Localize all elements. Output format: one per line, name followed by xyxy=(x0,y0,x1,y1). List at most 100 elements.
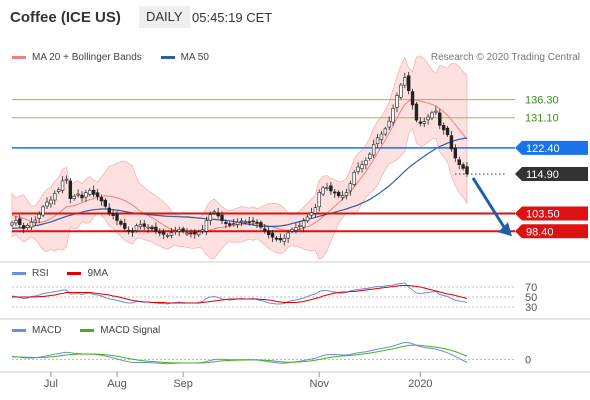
candle-body-99 xyxy=(395,95,399,108)
level-tag-3 xyxy=(515,166,588,181)
candle-body-42 xyxy=(173,230,178,232)
period-selector[interactable]: DAILY xyxy=(139,6,190,28)
candle-body-7 xyxy=(37,213,41,219)
candle-body-39 xyxy=(161,231,166,235)
candle-body-100 xyxy=(399,84,403,98)
level-label-0: 136.30 xyxy=(525,95,559,107)
candle-body-57 xyxy=(231,223,236,225)
main-legend: MA 20 + Bollinger Bands MA 50 xyxy=(12,52,225,63)
candle-body-78 xyxy=(313,207,318,214)
rsi-tick-30: 30 xyxy=(525,302,537,314)
level-label-1: 131.10 xyxy=(525,113,559,125)
legend-swatch-bollinger xyxy=(12,55,26,59)
candle-body-45 xyxy=(185,232,189,235)
candle-body-37 xyxy=(154,226,158,232)
candle-body-33 xyxy=(138,224,143,227)
candle-body-113 xyxy=(449,135,454,150)
candle-body-96 xyxy=(383,128,388,135)
candle-body-108 xyxy=(430,112,434,119)
candle-body-28 xyxy=(119,221,123,225)
instrument-title: Coffee (ICE US) xyxy=(10,9,121,26)
candle-body-69 xyxy=(278,238,283,241)
rsi-9ma-line xyxy=(12,285,468,304)
legend-label-rsi-9ma: 9MA xyxy=(87,268,109,279)
candle-body-60 xyxy=(243,221,248,223)
x-tick-label-0: Jul xyxy=(44,378,58,390)
legend-item-ma50: MA 50 xyxy=(160,52,209,63)
candle-body-51 xyxy=(208,214,213,221)
candle-body-70 xyxy=(282,237,286,242)
legend-label-rsi: RSI xyxy=(32,268,49,279)
candle-body-92 xyxy=(368,153,372,159)
legend-item-macd: MACD xyxy=(12,325,61,336)
candle-body-88 xyxy=(352,171,356,185)
candle-body-34 xyxy=(142,223,146,227)
candle-body-94 xyxy=(375,137,380,144)
candle-body-68 xyxy=(274,237,279,240)
candle-body-98 xyxy=(391,108,395,123)
candle-body-5 xyxy=(29,221,34,228)
candle-body-30 xyxy=(126,229,131,232)
candle-body-9 xyxy=(45,201,49,207)
candle-body-0 xyxy=(10,222,14,226)
candle-body-23 xyxy=(99,197,104,202)
x-tick-label-4: 2020 xyxy=(408,378,432,390)
candle-body-61 xyxy=(247,221,251,223)
candle-body-79 xyxy=(317,192,321,208)
legend-swatch-macd-signal xyxy=(80,328,95,332)
ma50-line xyxy=(11,137,468,230)
candle-body-81 xyxy=(325,187,329,189)
candle-body-77 xyxy=(309,212,314,216)
candle-body-82 xyxy=(329,185,333,192)
candle-body-80 xyxy=(321,187,325,195)
candle-body-19 xyxy=(84,192,88,198)
candle-body-11 xyxy=(53,193,57,201)
candle-body-53 xyxy=(216,212,220,217)
legend-swatch-rsi xyxy=(12,271,26,275)
candle-body-76 xyxy=(305,216,310,222)
candle-body-54 xyxy=(220,214,224,221)
legend-swatch-ma50 xyxy=(160,55,175,59)
timestamp: 05:45:19 CET xyxy=(192,10,273,25)
candle-body-2 xyxy=(18,218,22,225)
candle-body-47 xyxy=(193,231,197,235)
candle-body-74 xyxy=(298,225,302,227)
candle-body-1 xyxy=(14,220,18,224)
candle-body-49 xyxy=(200,229,205,232)
legend-label-macd-signal: MACD Signal xyxy=(100,325,161,336)
candle-body-18 xyxy=(80,194,84,199)
legend-label-macd: MACD xyxy=(32,325,62,336)
candle-body-10 xyxy=(49,199,53,205)
candle-body-13 xyxy=(60,180,65,191)
candle-body-59 xyxy=(239,220,244,223)
candle-body-63 xyxy=(255,221,259,224)
candle-body-87 xyxy=(348,183,353,192)
candle-body-8 xyxy=(41,206,45,216)
candle-body-64 xyxy=(259,222,263,228)
x-tick-label-3: Nov xyxy=(309,378,329,390)
candle-body-14 xyxy=(64,178,69,181)
candle-body-97 xyxy=(387,120,391,128)
candle-body-43 xyxy=(177,229,181,232)
candle-body-32 xyxy=(134,225,139,231)
candle-body-40 xyxy=(165,235,170,237)
candle-body-72 xyxy=(290,229,294,232)
candle-body-56 xyxy=(228,223,232,226)
candle-body-83 xyxy=(333,191,337,194)
candle-body-110 xyxy=(438,112,442,126)
candle-body-104 xyxy=(414,103,419,121)
candle-body-101 xyxy=(403,77,407,86)
candle-body-55 xyxy=(224,221,228,224)
level-label-5: 98.40 xyxy=(526,226,554,238)
candle-body-71 xyxy=(286,232,290,239)
legend-swatch-macd xyxy=(12,328,26,332)
candle-body-103 xyxy=(410,91,415,106)
candle-body-27 xyxy=(115,213,119,221)
candle-body-84 xyxy=(336,191,341,197)
level-label-4: 103.50 xyxy=(526,209,560,221)
candle-body-65 xyxy=(263,228,267,231)
level-tag-5 xyxy=(515,224,588,239)
candle-body-48 xyxy=(196,231,201,236)
candle-body-93 xyxy=(371,144,376,156)
